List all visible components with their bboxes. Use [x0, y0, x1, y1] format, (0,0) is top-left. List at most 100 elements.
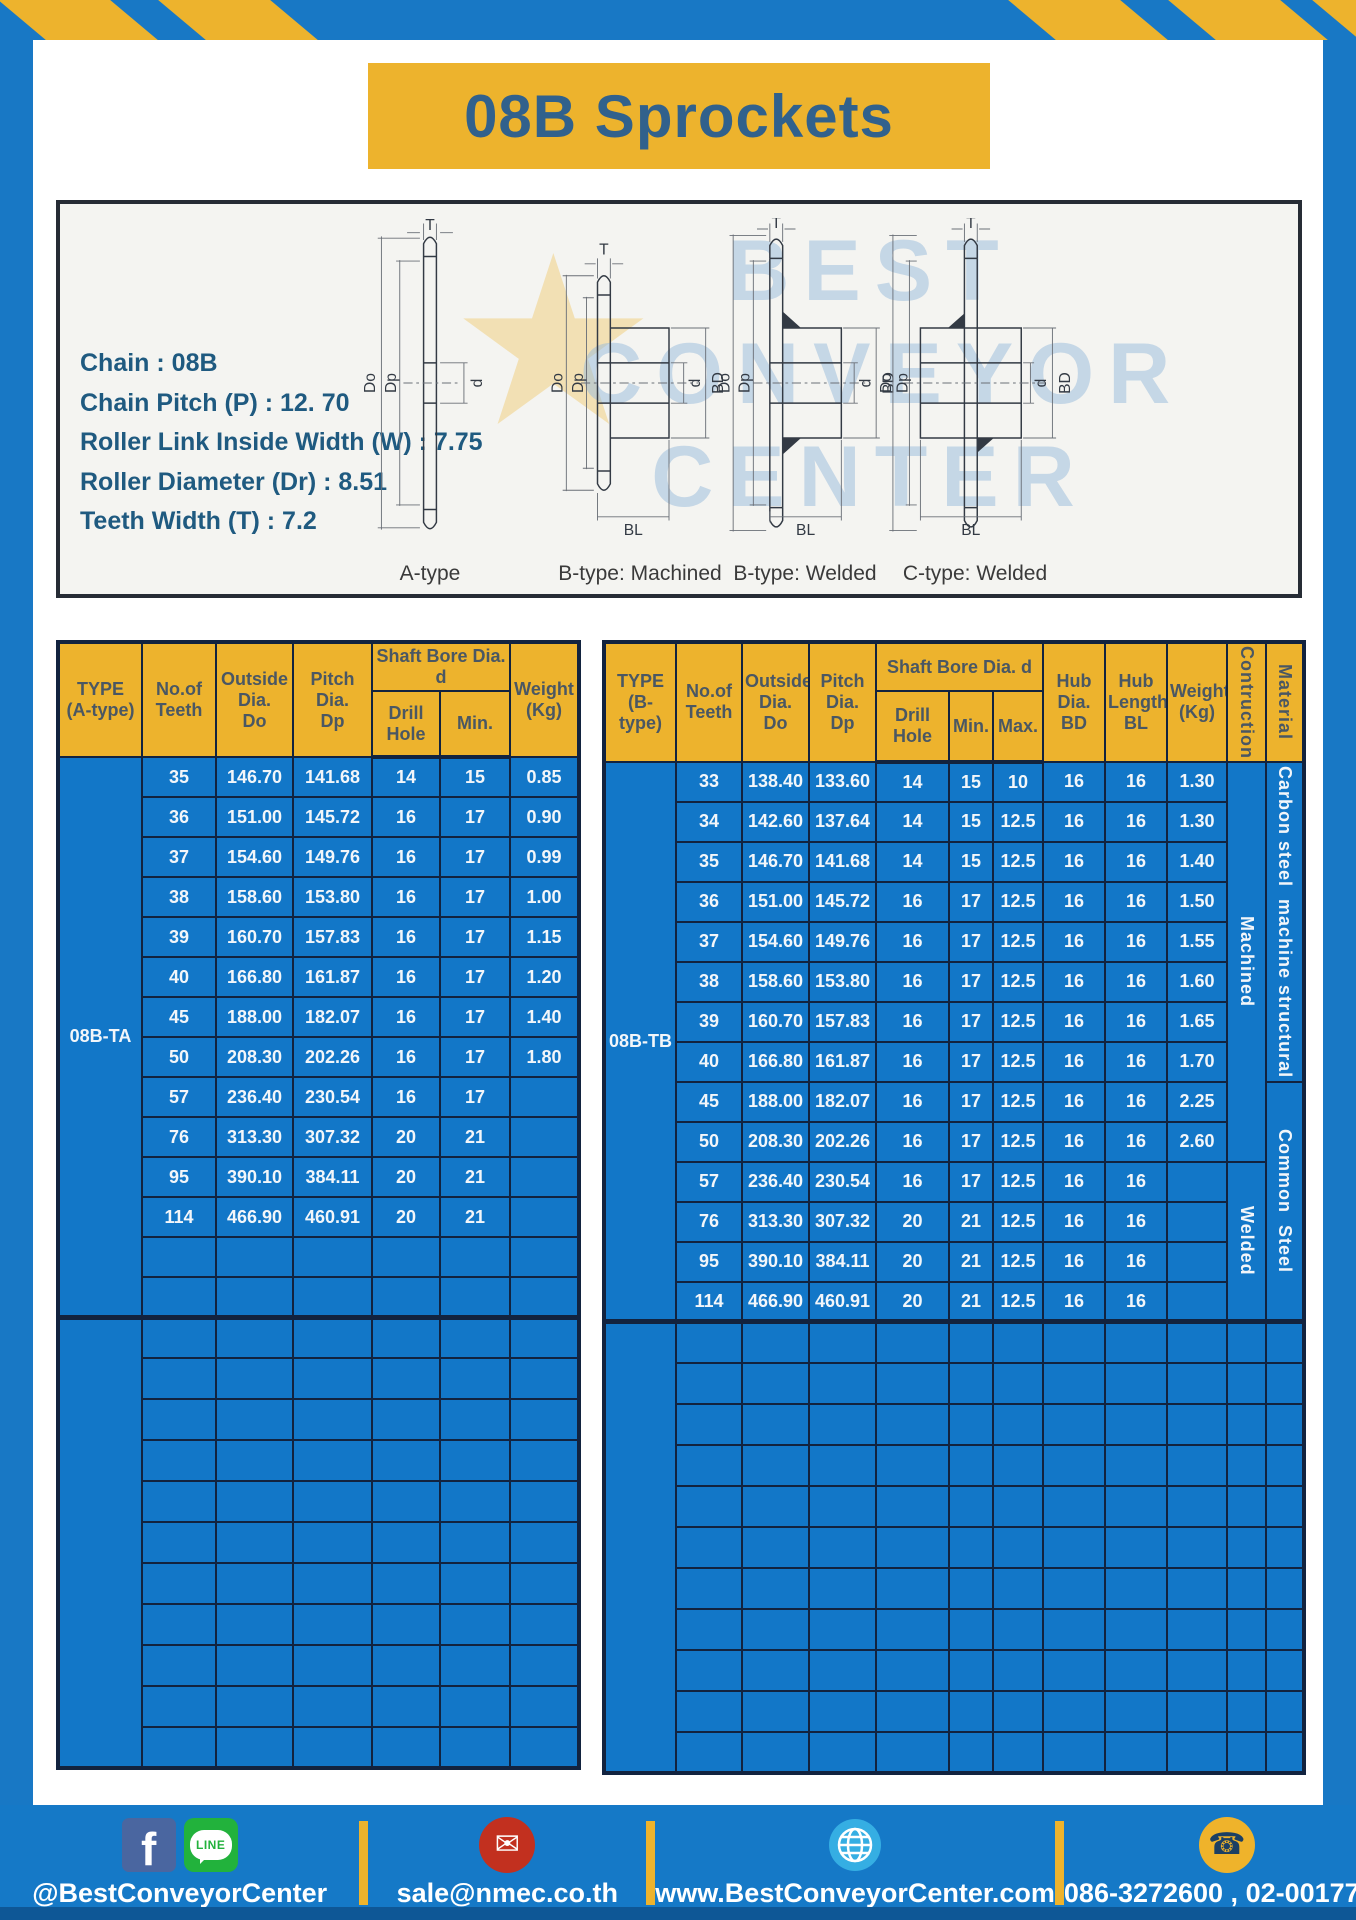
construction-cell: Welded [1226, 1160, 1267, 1323]
table-row [604, 1361, 1305, 1405]
dim-label-t: T [966, 218, 976, 232]
variant-label-c-welded: C-type: Welded [902, 562, 1048, 585]
table-cell [141, 1603, 217, 1646]
table-cell: 16 [1042, 1200, 1106, 1243]
table-cell [1042, 1607, 1106, 1651]
table-cell: 10 [992, 760, 1044, 803]
table-cell [292, 1236, 373, 1278]
table-cell [371, 1357, 441, 1400]
table-cell: 38 [675, 960, 743, 1003]
table-cell [875, 1319, 950, 1364]
table-cell [371, 1521, 441, 1564]
table-cell: 17 [948, 1000, 994, 1043]
table-cell [992, 1484, 1044, 1528]
table-row: 76 313.30 307.32 20 21 12.5 16 16 [604, 1200, 1304, 1243]
table-cell [215, 1480, 294, 1523]
c-type-welded-drawing: Do Dp d BD BL T [878, 218, 1072, 539]
table-cell: 1.50 [1166, 880, 1228, 923]
table-cell [948, 1484, 994, 1528]
table-cell: 40 [141, 956, 217, 998]
table-cell [439, 1521, 511, 1564]
yellow-stripe [151, 0, 325, 40]
table-cell [1166, 1730, 1228, 1774]
title-banner: 08B Sprockets [368, 63, 990, 169]
table-cell [808, 1648, 877, 1692]
table-cell [215, 1521, 294, 1564]
table-cell: 0.85 [509, 756, 580, 798]
table-cell: 37 [675, 920, 743, 963]
table-cell: 161.87 [292, 956, 373, 998]
table-cell [1226, 1443, 1267, 1487]
table-cell: 16 [1042, 1000, 1106, 1043]
table-cell: 12.5 [992, 1200, 1044, 1243]
table-cell: 35 [675, 840, 743, 883]
table-cell [948, 1566, 994, 1610]
table-cell [292, 1276, 373, 1318]
table-cell: 38 [141, 876, 217, 918]
spec-line: Teeth Width (T) : 7.2 [80, 507, 317, 535]
b-type-welded-drawing: Do Dp d BD BL T [717, 218, 898, 539]
table-cell [439, 1726, 511, 1769]
table-cell [141, 1521, 217, 1564]
footer-divider [646, 1820, 656, 1905]
table-cell [1166, 1240, 1228, 1283]
table-cell [1226, 1402, 1267, 1446]
table-cell [509, 1521, 580, 1564]
table-cell [1265, 1525, 1305, 1569]
table-cell: 2.60 [1166, 1120, 1228, 1163]
table-cell: 16 [1104, 800, 1168, 843]
website-url: www.BestConveyorCenter.com [655, 1877, 1055, 1908]
table-cell [808, 1566, 877, 1610]
table-row [58, 1562, 580, 1605]
table-cell [371, 1603, 441, 1646]
table-cell: 20 [371, 1156, 441, 1198]
construction-cell: Machined [1226, 760, 1267, 1163]
table-cell: 16 [875, 1160, 950, 1203]
table-cell [509, 1357, 580, 1400]
table-row: 34 142.60 137.64 14 15 12.5 16 16 1.30 [604, 800, 1304, 843]
table-cell: 16 [1042, 800, 1106, 843]
table-cell [992, 1566, 1044, 1610]
table-cell [141, 1314, 217, 1359]
table-cell: 14 [875, 840, 950, 883]
b-type-machined-drawing: Do Dp d BD BL T [550, 242, 727, 540]
table-cell [1104, 1648, 1168, 1692]
table-cell: 16 [371, 836, 441, 878]
table-row: 95 390.10 384.11 20 21 [58, 1156, 580, 1198]
table-cell [675, 1319, 743, 1364]
phone-icon: ☎ [1198, 1816, 1255, 1873]
table-cell [1166, 1443, 1228, 1487]
table-row [58, 1603, 580, 1646]
table-cell: 149.76 [292, 836, 373, 878]
table-cell [292, 1644, 373, 1687]
table-row [58, 1521, 580, 1564]
table-cell [808, 1361, 877, 1405]
dim-label-bl: BL [961, 522, 980, 539]
table-cell: 17 [439, 1036, 511, 1078]
table-cell [439, 1357, 511, 1400]
table-row [58, 1726, 580, 1769]
table-row [58, 1685, 580, 1728]
footer-section-social: f LINE @BestConveyorCenter [0, 1805, 359, 1920]
table-cell: 307.32 [292, 1116, 373, 1158]
table-cell [292, 1562, 373, 1605]
table-cell: 40 [675, 1040, 743, 1083]
col-header-material: Material [1265, 641, 1305, 763]
table-cell [1104, 1402, 1168, 1446]
col-header-type: TYPE (B-type) [603, 641, 677, 763]
table-cell: 12.5 [992, 1120, 1044, 1163]
table-row [58, 1357, 580, 1400]
table-cell: 39 [141, 916, 217, 958]
table-cell: 16 [1104, 760, 1168, 803]
table-cell [948, 1402, 994, 1446]
table-row [604, 1484, 1305, 1528]
table-row: 45 188.00 182.07 16 17 1.40 [58, 996, 580, 1038]
table-cell [808, 1319, 877, 1364]
table-cell [141, 1644, 217, 1687]
table-cell: 21 [439, 1156, 511, 1198]
table-cell: 146.70 [215, 756, 294, 798]
table-row: 39 160.70 157.83 16 17 1.15 [58, 916, 580, 958]
table-cell: 45 [141, 996, 217, 1038]
table-cell [1265, 1648, 1305, 1692]
top-decorative-band [0, 0, 1356, 40]
